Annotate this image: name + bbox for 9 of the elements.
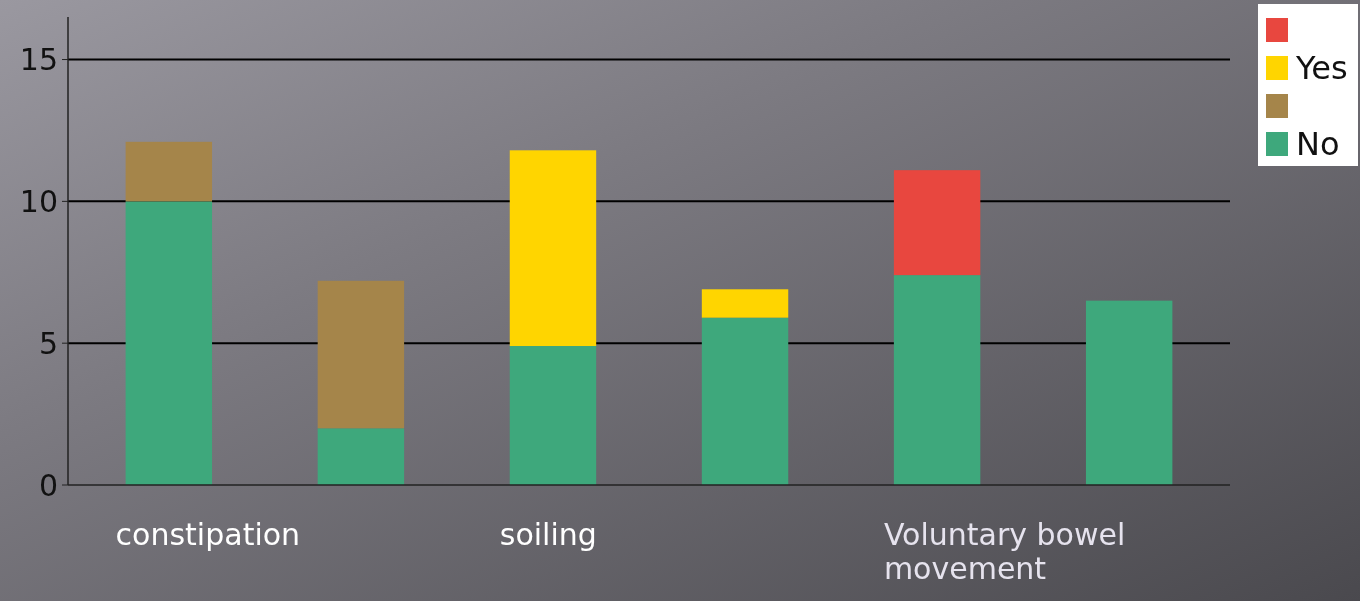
y-tick-label: 10 <box>19 183 58 219</box>
x-tick-label: constipation <box>115 517 301 552</box>
legend-label: No <box>1296 125 1340 164</box>
y-tick-label: 5 <box>38 325 58 361</box>
y-tick-label: 0 <box>38 467 58 503</box>
legend-label: Yes <box>1295 49 1348 88</box>
x-tick-label: Voluntary bowel movement <box>883 517 1126 586</box>
x-tick-label: soiling <box>499 517 597 552</box>
y-tick-label: 15 <box>19 42 58 78</box>
